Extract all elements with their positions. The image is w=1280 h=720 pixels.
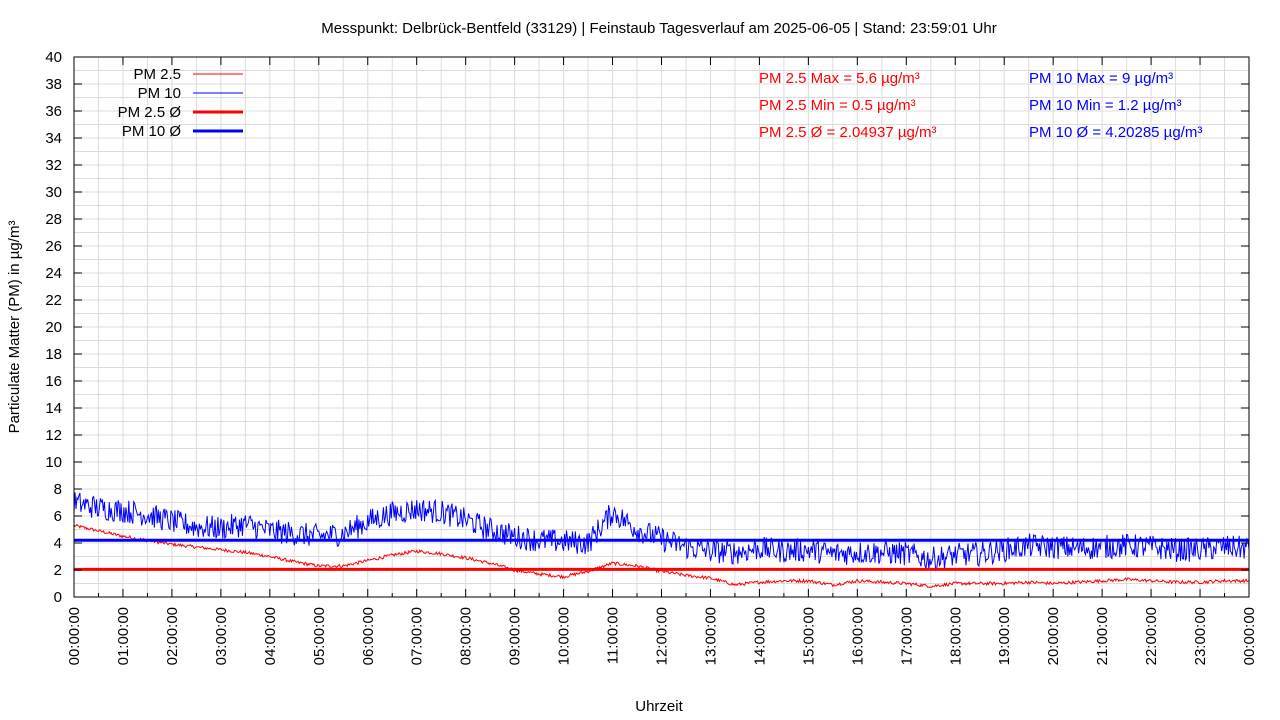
x-tick-label: 17:00:00 [898,607,915,665]
annotation-pm25: PM 2.5 Ø = 2.04937 µg/m³ [759,124,936,141]
annotation-pm25: PM 2.5 Min = 0.5 µg/m³ [759,97,916,114]
x-tick-label: 01:00:00 [115,607,132,665]
y-tick-label: 40 [45,49,62,66]
y-tick-label: 32 [45,157,62,174]
y-tick-label: 8 [54,481,62,498]
legend: PM 2.5 PM 10 PM 2.5 Ø PM 10 Ø [118,66,243,140]
y-tick-label: 12 [45,427,62,444]
series [73,492,1250,588]
x-tick-label: 10:00:00 [556,607,573,665]
y-tick-label: 30 [45,184,62,201]
y-tick-label: 10 [45,454,62,471]
chart-title: Messpunkt: Delbrück-Bentfeld (33129) | F… [321,20,996,37]
x-tick-label: 04:00:00 [262,607,279,665]
x-tick-label: 06:00:00 [360,607,377,665]
x-tick-label: 23:00:00 [1192,607,1209,665]
x-tick-label: 11:00:00 [605,607,622,664]
x-tick-label: 18:00:00 [947,607,964,665]
legend-label: PM 2.5 Ø [118,104,182,121]
x-tick-label: 21:00:00 [1094,607,1111,665]
x-tick-label: 07:00:00 [409,607,426,665]
annotations: PM 2.5 Max = 5.6 µg/m³ PM 2.5 Min = 0.5 µ… [759,70,1202,141]
x-tick-label: 22:00:00 [1143,607,1160,665]
x-tick-label: 14:00:00 [751,607,768,665]
y-axis-label: Particulate Matter (PM) in µg/m³ [6,221,23,434]
x-tick-label: 13:00:00 [702,607,719,665]
x-tick-label: 02:00:00 [164,607,181,665]
legend-label: PM 10 Ø [122,123,182,140]
x-tick-label: 16:00:00 [849,607,866,665]
x-tick-label: 00:00:00 [66,607,83,665]
x-tick-label: 19:00:00 [996,607,1013,665]
x-tick-label: 15:00:00 [800,607,817,665]
series-line-pm10 [73,492,1250,572]
y-tick-label: 22 [45,292,62,309]
legend-label: PM 2.5 [133,66,181,83]
x-tick-label: 00:00:00 [1241,607,1258,665]
x-axis-label: Uhrzeit [635,698,683,715]
y-tick-label: 26 [45,238,62,255]
y-tick-label: 24 [45,265,62,282]
y-tick-label: 2 [54,562,62,579]
annotation-pm10: PM 10 Max = 9 µg/m³ [1029,70,1173,87]
legend-label: PM 10 [138,85,181,102]
ticks: 024681012141618202224262830323436384000:… [45,49,1258,665]
y-tick-label: 6 [54,508,62,525]
annotation-pm10: PM 10 Ø = 4.20285 µg/m³ [1029,124,1202,141]
x-tick-label: 05:00:00 [311,607,328,665]
annotation-pm10: PM 10 Min = 1.2 µg/m³ [1029,97,1181,114]
y-tick-label: 34 [45,130,62,147]
x-tick-label: 20:00:00 [1045,607,1062,665]
x-tick-label: 03:00:00 [213,607,230,665]
y-tick-label: 28 [45,211,62,228]
y-tick-label: 4 [54,535,62,552]
y-tick-label: 16 [45,373,62,390]
y-tick-label: 0 [54,589,62,606]
y-tick-label: 36 [45,103,62,120]
x-tick-label: 08:00:00 [458,607,475,665]
y-tick-label: 18 [45,346,62,363]
y-tick-label: 38 [45,76,62,93]
x-tick-label: 09:00:00 [507,607,524,665]
annotation-pm25: PM 2.5 Max = 5.6 µg/m³ [759,70,920,87]
y-tick-label: 14 [45,400,62,417]
x-tick-label: 12:00:00 [654,607,671,665]
y-tick-label: 20 [45,319,62,336]
